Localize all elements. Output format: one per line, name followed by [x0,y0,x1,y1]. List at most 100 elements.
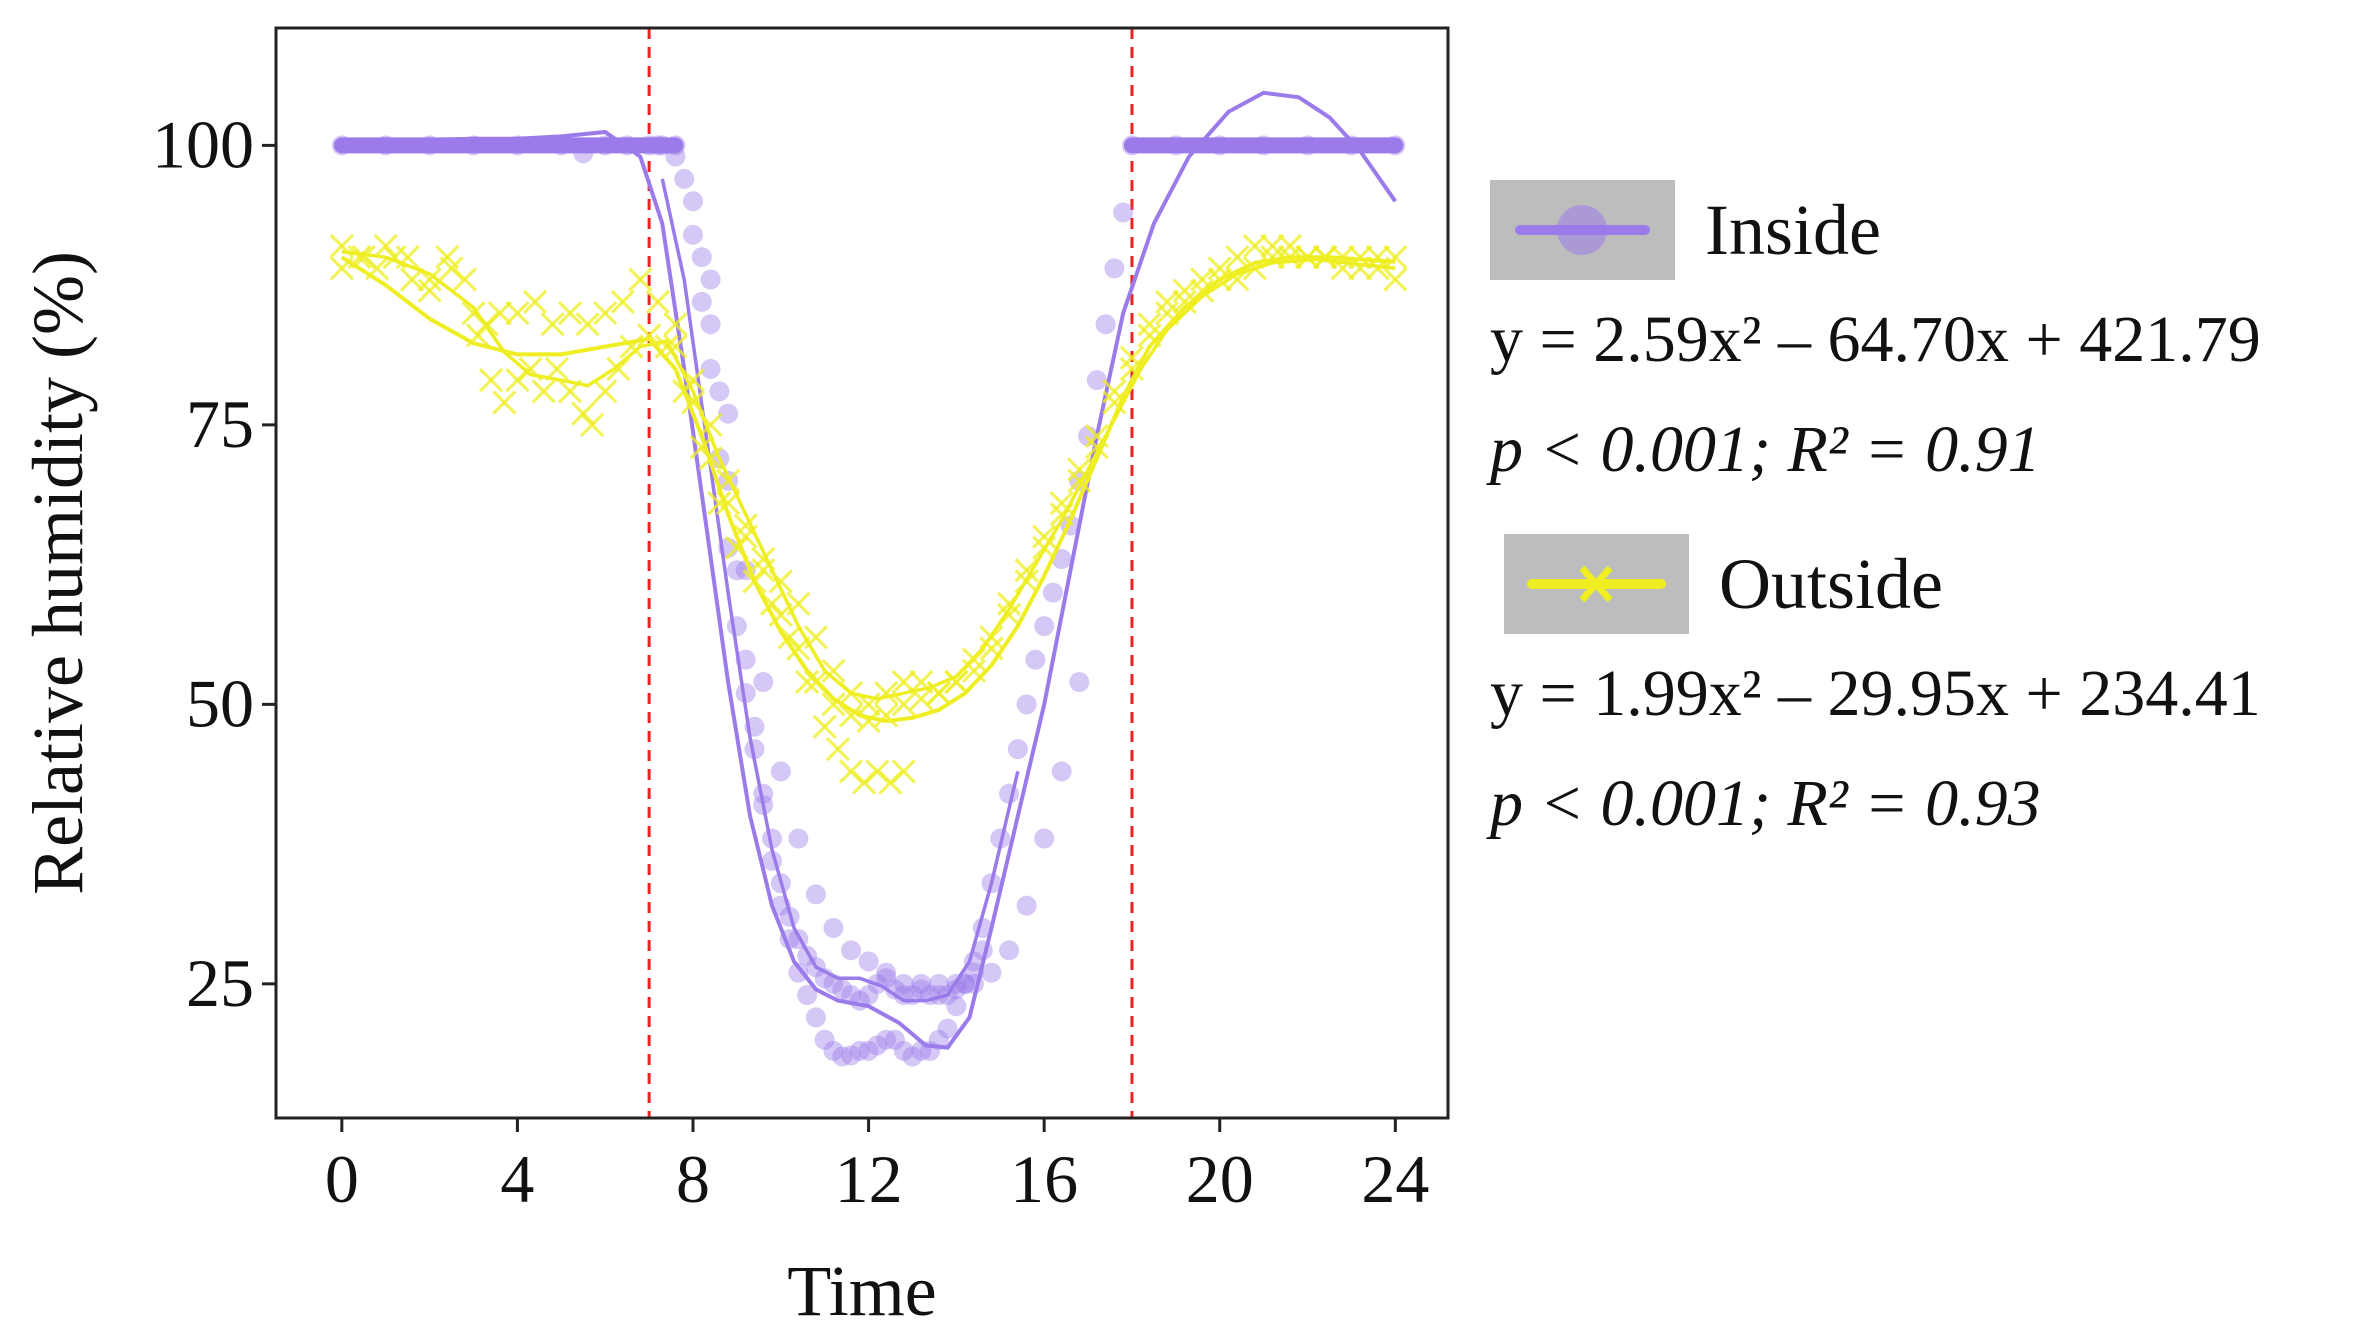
inside-point [876,968,897,989]
outside-point [759,591,785,616]
inside-point [841,1045,862,1066]
outside-point [610,289,635,315]
outside-point [663,312,688,337]
outside-point [492,390,517,415]
inside-point [753,672,774,692]
outside-point [825,736,850,762]
legend: Inside y = 2.59x² – 64.70x + 421.79 p < … [1490,175,2360,859]
inside-point [1095,314,1116,335]
outside-point [874,703,899,728]
x-axis-title: Time [787,1251,936,1331]
outside-point [1102,390,1127,415]
outside-point [487,300,512,326]
inside-legend-key [1490,180,1675,280]
outside-point [1260,233,1285,259]
outside-point [1119,356,1145,382]
inside-point [1016,895,1037,916]
inside-point [691,291,712,312]
outside-point [505,300,530,326]
y-tick-label: 100 [152,106,254,182]
outside-point [593,300,618,326]
x-tick-label: 4 [500,1141,534,1217]
outside-point [821,692,846,717]
x-tick-label: 12 [835,1141,903,1217]
outside-point [571,401,596,426]
outside-point [1172,278,1197,303]
inside-point [718,403,739,424]
inside-point [1069,672,1090,692]
inside-point [1016,694,1037,715]
outside-point [540,312,565,337]
outside-point [645,289,671,315]
outside-point [1172,289,1197,315]
inside-point [911,979,932,1000]
inside-point [981,962,1002,983]
circle-marker-icon [1515,205,1650,255]
inside-point [735,683,756,704]
legend-item-outside: Outside [1490,529,2360,639]
outside-point [821,658,846,683]
inside-point [805,884,826,905]
inside-point [691,247,712,268]
vline-layer [647,28,1134,1118]
outside-point [593,379,618,404]
inside-point [876,962,897,983]
inside-point [902,1046,923,1067]
inside-point [858,985,879,1006]
inside-point [1113,202,1134,223]
inside-point [797,985,818,1006]
y-tick-label: 75 [186,386,254,462]
axes: 0 4 8 12 16 20 24 25 50 75 100 [152,106,1429,1217]
inside-point [849,1040,870,1061]
inside-point [841,940,862,961]
inside-point [823,917,844,938]
inside-equation: y = 2.59x² – 64.70x + 421.79 [1490,303,2261,376]
legend-label-inside: Inside [1705,189,1881,270]
outside-point [1242,233,1267,259]
inside-point [999,940,1020,961]
outside-point [399,267,425,292]
outside-point [838,703,864,728]
inside-point [753,783,774,804]
inside-point [726,560,747,581]
inside-point [788,962,809,983]
outside-series [329,233,1408,795]
inside-point [814,1029,835,1050]
outside-point [417,278,442,303]
x-tick-label: 20 [1186,1141,1254,1217]
inside-point [893,1040,914,1061]
inside-point [700,314,721,335]
legend-item-inside: Inside [1490,175,2360,285]
inside-point [700,358,721,379]
inside-point [1051,761,1072,782]
inside-point [999,783,1020,804]
outside-point [1032,524,1057,549]
outside-point [663,334,688,359]
inside-point [867,1035,888,1056]
inside-point [876,1029,897,1050]
outside-point [1067,457,1092,482]
inside-point [841,985,862,1006]
inside-fit-line-2 [660,178,1020,1003]
outside-point [478,368,504,393]
outside-point [1383,245,1408,270]
inside-point [946,996,967,1017]
inside-point [762,828,783,849]
outside-point [1014,558,1039,583]
inside-point [770,761,791,782]
inside-point [1034,616,1055,637]
legend-label-outside: Outside [1719,543,1943,624]
outside-point [439,256,464,281]
inside-point [1042,582,1063,603]
inside-point [805,1007,826,1028]
plot-frame [274,26,1450,1120]
outside-point [1277,233,1303,259]
inside-point [1025,649,1046,670]
outside-equation: y = 1.99x² – 29.95x + 234.41 [1490,657,2261,730]
y-tick-label: 50 [186,665,254,741]
outside-point [531,379,556,404]
inside-fit-line [341,90,1397,1050]
inside-point [674,168,695,189]
x-marker-icon [1527,565,1666,603]
